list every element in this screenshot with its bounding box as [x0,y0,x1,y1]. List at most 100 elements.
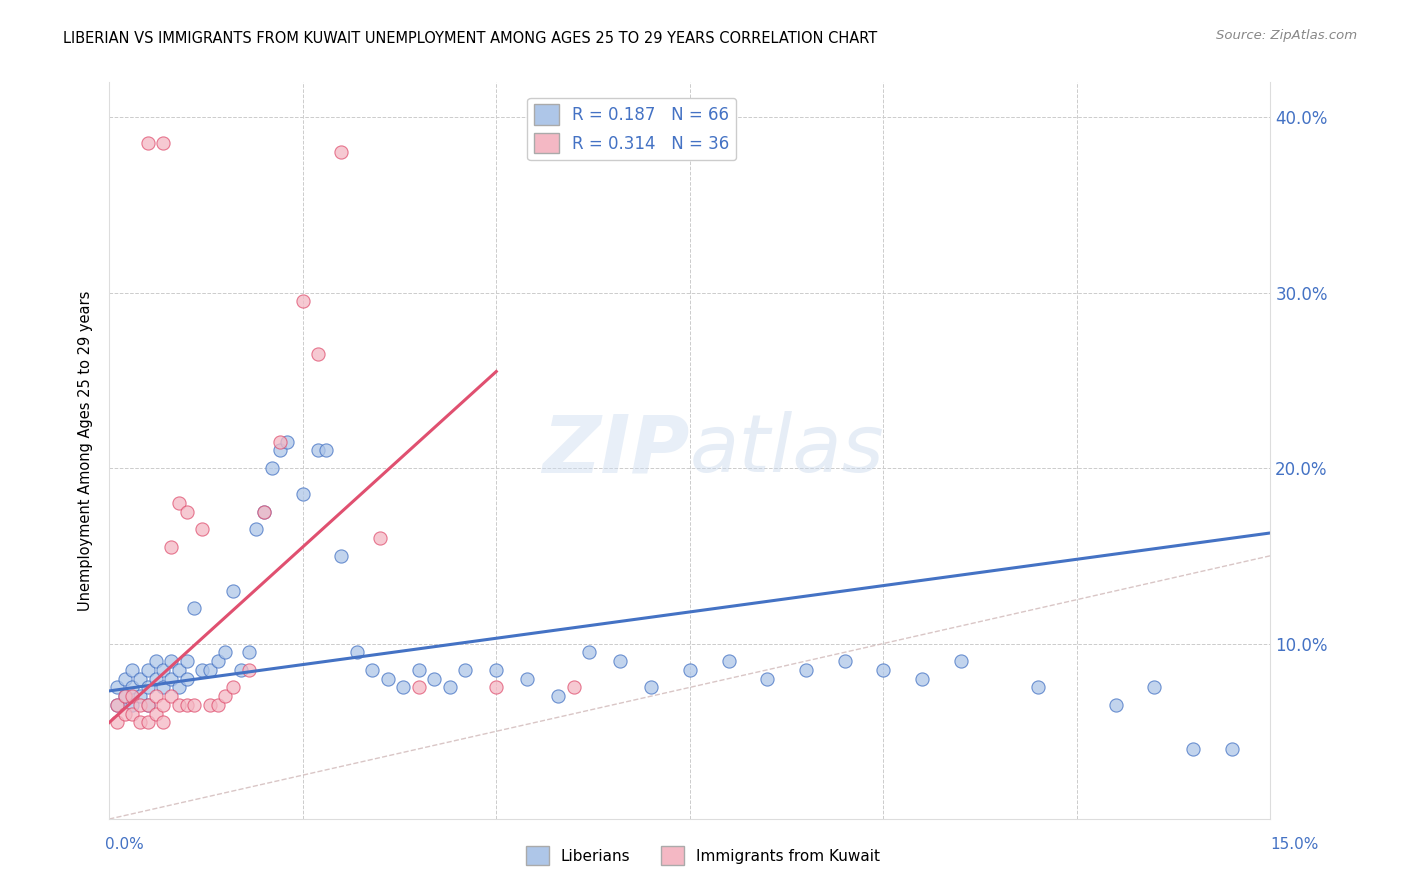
Legend: R = 0.187   N = 66, R = 0.314   N = 36: R = 0.187 N = 66, R = 0.314 N = 36 [527,97,737,160]
Point [1220,741,1243,756]
Point [485,663,508,677]
Point [307,443,329,458]
Point [167,496,190,510]
Point [167,681,190,695]
Text: LIBERIAN VS IMMIGRANTS FROM KUWAIT UNEMPLOYMENT AMONG AGES 25 TO 29 YEARS CORREL: LIBERIAN VS IMMIGRANTS FROM KUWAIT UNEMP… [63,31,877,46]
Point [136,681,159,695]
Point [129,689,152,703]
Point [121,689,143,703]
Point [191,523,214,537]
Point [207,698,229,712]
Point [361,663,384,677]
Point [114,672,136,686]
Point [1104,698,1126,712]
Point [129,698,152,712]
Point [408,681,430,695]
Point [756,672,779,686]
Point [183,698,205,712]
Point [439,681,461,695]
Point [640,681,662,695]
Point [160,654,183,668]
Point [152,136,174,151]
Point [191,663,214,677]
Point [136,663,159,677]
Point [183,601,205,615]
Point [679,663,702,677]
Point [136,698,159,712]
Text: Source: ZipAtlas.com: Source: ZipAtlas.com [1216,29,1357,42]
Point [238,663,260,677]
Point [207,654,229,668]
Point [547,689,569,703]
Point [229,663,252,677]
Point [269,443,291,458]
Point [291,294,314,309]
Y-axis label: Unemployment Among Ages 25 to 29 years: Unemployment Among Ages 25 to 29 years [79,290,93,611]
Point [269,434,291,449]
Point [145,672,167,686]
Point [145,654,167,668]
Point [176,654,198,668]
Point [198,663,221,677]
Point [346,645,368,659]
Point [307,347,329,361]
Point [214,645,236,659]
Point [152,715,174,730]
Point [578,645,600,659]
Point [485,681,508,695]
Point [222,583,245,598]
Point [330,549,353,563]
Text: 15.0%: 15.0% [1271,837,1319,852]
Text: atlas: atlas [690,411,884,490]
Point [160,540,183,554]
Point [253,505,276,519]
Point [105,698,128,712]
Point [145,706,167,721]
Point [1143,681,1166,695]
Point [121,663,143,677]
Point [834,654,856,668]
Point [176,505,198,519]
Point [145,689,167,703]
Point [222,681,245,695]
Point [214,689,236,703]
Point [392,681,415,695]
Point [516,672,538,686]
Point [454,663,477,677]
Point [911,672,934,686]
Point [167,663,190,677]
Point [253,505,276,519]
Point [136,715,159,730]
Point [1181,741,1204,756]
Point [368,531,391,545]
Point [121,681,143,695]
Point [377,672,399,686]
Point [198,698,221,712]
Point [152,698,174,712]
Legend: Liberians, Immigrants from Kuwait: Liberians, Immigrants from Kuwait [520,840,886,871]
Point [105,681,128,695]
Point [114,689,136,703]
Point [291,487,314,501]
Text: 0.0%: 0.0% [105,837,145,852]
Point [276,434,298,449]
Point [114,689,136,703]
Point [794,663,817,677]
Point [423,672,446,686]
Point [136,136,159,151]
Point [129,715,152,730]
Point [129,672,152,686]
Point [609,654,631,668]
Point [238,645,260,659]
Point [872,663,894,677]
Point [245,523,267,537]
Point [717,654,740,668]
Point [152,663,174,677]
Point [1026,681,1049,695]
Point [176,698,198,712]
Point [408,663,430,677]
Point [260,461,283,475]
Point [114,706,136,721]
Point [121,706,143,721]
Point [562,681,585,695]
